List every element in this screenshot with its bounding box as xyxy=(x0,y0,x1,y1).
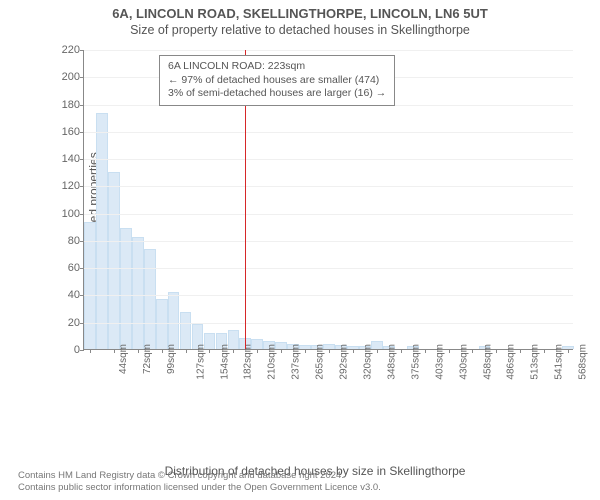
x-tick-label: 154sqm xyxy=(219,344,230,380)
chart-header: 6A, LINCOLN ROAD, SKELLINGTHORPE, LINCOL… xyxy=(0,0,600,37)
x-tick-mark xyxy=(162,349,163,353)
gridline xyxy=(84,159,573,160)
x-tick-label: 237sqm xyxy=(291,344,302,380)
x-tick-label: 320sqm xyxy=(363,344,374,380)
x-tick-label: 182sqm xyxy=(243,344,254,380)
footer-attribution: Contains HM Land Registry data © Crown c… xyxy=(18,470,381,494)
y-tick-label: 20 xyxy=(54,317,80,329)
x-tick-mark xyxy=(401,349,402,353)
x-tick-label: 568sqm xyxy=(578,344,589,380)
histogram-bar xyxy=(132,237,144,349)
x-tick-mark xyxy=(377,349,378,353)
x-tick-mark xyxy=(305,349,306,353)
x-tick-mark xyxy=(209,349,210,353)
x-tick-label: 403sqm xyxy=(434,344,445,380)
y-tick-label: 220 xyxy=(54,44,80,56)
x-tick-mark xyxy=(186,349,187,353)
gridline xyxy=(84,50,573,51)
y-tick-label: 40 xyxy=(54,289,80,301)
x-tick-mark xyxy=(138,349,139,353)
y-tick-label: 160 xyxy=(54,126,80,138)
legend-line-3: 3% of semi-detached houses are larger (1… xyxy=(168,87,386,101)
x-tick-label: 127sqm xyxy=(195,344,206,380)
plot-region: 02040608010012014016018020022044sqm72sqm… xyxy=(83,50,573,350)
x-tick-label: 541sqm xyxy=(554,344,565,380)
x-tick-label: 265sqm xyxy=(315,344,326,380)
x-tick-label: 375sqm xyxy=(410,344,421,380)
histogram-bar xyxy=(168,292,180,349)
x-tick-mark xyxy=(329,349,330,353)
title-line-2: Size of property relative to detached ho… xyxy=(0,23,600,37)
title-line-1: 6A, LINCOLN ROAD, SKELLINGTHORPE, LINCOL… xyxy=(0,6,600,21)
legend-line-1: 6A LINCOLN ROAD: 223sqm xyxy=(168,60,386,74)
x-tick-mark xyxy=(425,349,426,353)
y-tick-label: 120 xyxy=(54,180,80,192)
x-tick-label: 292sqm xyxy=(339,344,350,380)
histogram-bar xyxy=(156,299,168,349)
histogram-bar xyxy=(96,113,108,349)
x-tick-mark xyxy=(90,349,91,353)
y-tick-label: 140 xyxy=(54,153,80,165)
gridline xyxy=(84,295,573,296)
x-tick-mark xyxy=(449,349,450,353)
gridline xyxy=(84,268,573,269)
footer-line-1: Contains HM Land Registry data © Crown c… xyxy=(18,470,381,482)
histogram-bar xyxy=(144,249,156,349)
gridline xyxy=(84,186,573,187)
x-tick-mark xyxy=(496,349,497,353)
y-tick-label: 180 xyxy=(54,99,80,111)
x-tick-mark xyxy=(233,349,234,353)
x-tick-label: 348sqm xyxy=(386,344,397,380)
gridline xyxy=(84,241,573,242)
x-tick-label: 44sqm xyxy=(118,344,129,374)
y-tick-label: 60 xyxy=(54,262,80,274)
x-tick-mark xyxy=(281,349,282,353)
x-tick-mark xyxy=(544,349,545,353)
footer-line-2: Contains public sector information licen… xyxy=(18,482,381,494)
x-tick-label: 99sqm xyxy=(166,344,177,374)
x-tick-label: 210sqm xyxy=(267,344,278,380)
x-tick-mark xyxy=(568,349,569,353)
gridline xyxy=(84,323,573,324)
legend-box: 6A LINCOLN ROAD: 223sqm← 97% of detached… xyxy=(159,55,395,106)
x-tick-mark xyxy=(257,349,258,353)
legend-line-2: ← 97% of detached houses are smaller (47… xyxy=(168,74,386,88)
gridline xyxy=(84,132,573,133)
x-tick-mark xyxy=(520,349,521,353)
y-tick-label: 80 xyxy=(54,235,80,247)
histogram-bar xyxy=(120,228,132,349)
gridline xyxy=(84,214,573,215)
x-tick-mark xyxy=(114,349,115,353)
x-tick-mark xyxy=(472,349,473,353)
chart-area: Number of detached properties 0204060801… xyxy=(55,50,575,420)
y-tick-label: 100 xyxy=(54,208,80,220)
x-tick-label: 430sqm xyxy=(458,344,469,380)
y-tick-label: 0 xyxy=(54,344,80,356)
x-tick-label: 458sqm xyxy=(482,344,493,380)
x-tick-label: 486sqm xyxy=(506,344,517,380)
histogram-bar xyxy=(180,312,192,349)
x-tick-label: 513sqm xyxy=(530,344,541,380)
y-tick-label: 200 xyxy=(54,71,80,83)
x-tick-mark xyxy=(353,349,354,353)
x-tick-label: 72sqm xyxy=(142,344,153,374)
